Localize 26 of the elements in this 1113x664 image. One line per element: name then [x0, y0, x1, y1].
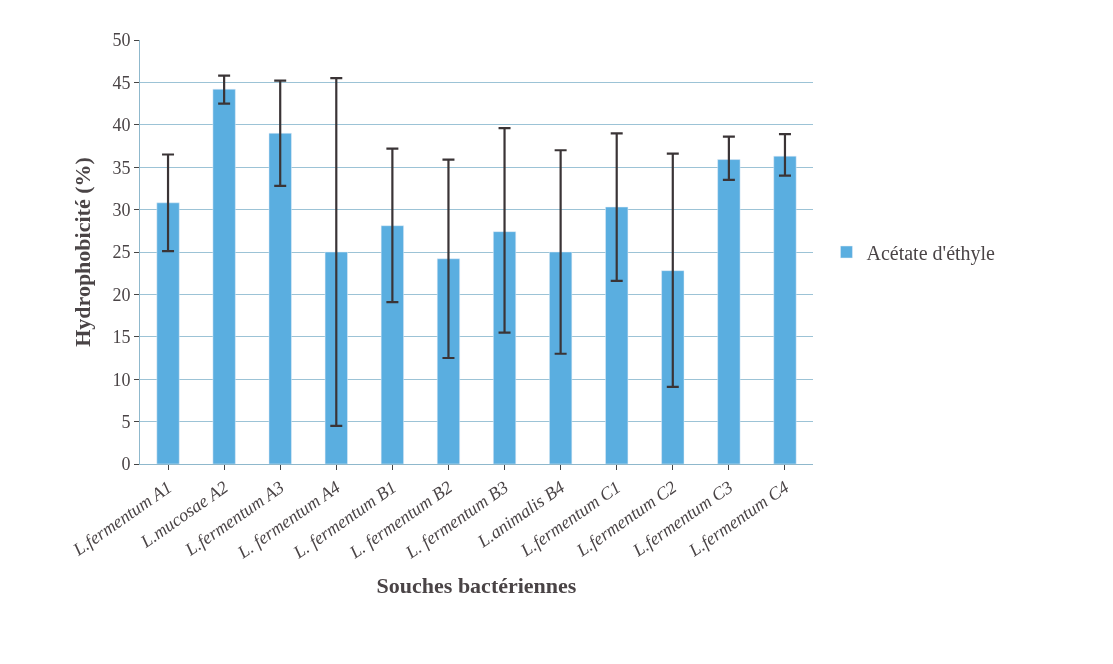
bar — [268, 133, 292, 464]
y-tick-label: 30 — [112, 199, 131, 220]
y-tick-label: 45 — [112, 72, 131, 93]
y-tick-label: 20 — [112, 284, 131, 305]
y-tick-label: 10 — [112, 369, 131, 390]
legend-label: Acétate d'éthyle — [866, 241, 996, 265]
bar — [156, 202, 180, 464]
bar — [773, 155, 797, 464]
y-tick-label: 5 — [121, 411, 131, 432]
y-axis-title: Hydrophobicité (%) — [70, 157, 96, 347]
bar — [493, 231, 517, 464]
x-axis-title: Souches bactériennes — [376, 572, 577, 598]
bar — [380, 225, 404, 464]
y-tick-label: 35 — [112, 157, 131, 178]
y-tick-label: 40 — [112, 115, 131, 136]
y-tick-label: 50 — [112, 30, 131, 51]
bar — [661, 270, 685, 464]
bar — [717, 159, 741, 464]
y-tick-label: 25 — [112, 242, 131, 263]
bar — [436, 258, 460, 464]
bar — [212, 88, 236, 464]
bar — [549, 251, 573, 464]
y-tick-label: 0 — [121, 454, 131, 475]
bar — [605, 206, 629, 464]
y-tick-label: 15 — [112, 327, 131, 348]
bar — [324, 251, 348, 464]
